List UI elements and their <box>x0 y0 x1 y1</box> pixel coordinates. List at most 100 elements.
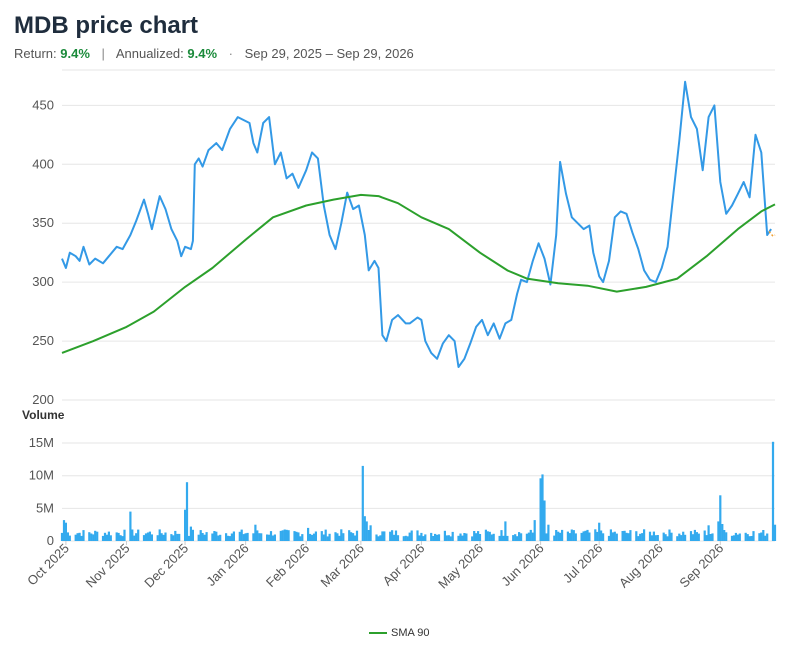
volume-bar <box>334 532 337 541</box>
volume-bar <box>185 482 189 541</box>
volume-bar <box>76 533 79 541</box>
volume-bar <box>361 465 364 541</box>
annualized-value: 9.4% <box>187 46 218 61</box>
volume-bar <box>488 531 491 541</box>
volume-bar <box>293 531 296 541</box>
volume-bar <box>518 532 521 541</box>
volume-bar <box>668 529 671 541</box>
volume-bar <box>187 535 191 541</box>
volume-bar <box>477 531 480 541</box>
volume-bar <box>430 532 433 541</box>
volume-bar <box>609 529 612 541</box>
volume-bar <box>336 533 339 541</box>
volume-bar <box>109 535 112 541</box>
volume-bar <box>557 531 560 541</box>
volume-bar <box>133 535 136 541</box>
volume-bar <box>566 531 569 541</box>
volume-bar <box>379 535 382 541</box>
volume-bar <box>78 532 81 541</box>
volume-bar <box>283 529 286 541</box>
price-tail-line <box>768 231 776 238</box>
volume-bar <box>437 534 441 541</box>
volume-bar <box>629 530 632 541</box>
volume-bar <box>213 531 216 541</box>
volume-bar <box>142 535 146 541</box>
volume-bar <box>580 532 583 541</box>
volume-bar <box>301 534 304 541</box>
volume-bar <box>486 531 489 541</box>
volume-bar <box>721 524 724 541</box>
volume-bar <box>598 522 601 541</box>
volume-bar <box>199 530 202 541</box>
volume-bar <box>607 535 611 541</box>
volume-bar <box>572 530 575 541</box>
volume-bar <box>416 530 419 541</box>
volume-bar <box>641 533 644 541</box>
volume-bar <box>375 534 378 541</box>
volume-bar <box>711 533 714 541</box>
volume-bar <box>461 535 464 541</box>
volume-bar <box>643 529 646 541</box>
volume-bar <box>312 533 316 541</box>
volume-bar <box>273 534 276 541</box>
volume-bar <box>156 535 159 541</box>
volume-bar <box>117 532 120 541</box>
volume-bar <box>424 534 427 541</box>
volume-bar <box>402 536 405 541</box>
volume-bar <box>443 530 446 541</box>
volume-bar <box>512 535 515 541</box>
volume-bar <box>684 534 687 541</box>
volume-bar <box>492 533 495 541</box>
volume-bar <box>393 534 396 541</box>
volume-bar <box>635 531 638 541</box>
volume-bar <box>463 533 466 541</box>
volume-bar <box>418 535 421 541</box>
volume-bar <box>600 530 603 541</box>
volume-bar <box>176 533 179 541</box>
volume-bar <box>760 532 763 541</box>
volume-bar <box>514 534 517 541</box>
volume-bar <box>764 535 767 541</box>
volume-bar <box>736 534 739 541</box>
volume-bar <box>101 535 105 541</box>
volume-bar <box>135 533 138 541</box>
volume-bar <box>271 535 275 541</box>
volume-bar <box>355 530 359 541</box>
return-label: Return: <box>14 46 57 61</box>
volume-bar <box>408 532 411 541</box>
volume-bar <box>625 532 628 541</box>
volume-bar <box>650 535 653 541</box>
volume-bar <box>459 533 462 541</box>
volume-bar <box>623 530 626 541</box>
volume-bar <box>62 520 66 541</box>
volume-bar <box>309 533 312 541</box>
volume-bar <box>758 533 761 541</box>
volume-bar <box>107 531 110 541</box>
volume-bar <box>203 534 206 541</box>
volume-bar <box>377 536 380 541</box>
volume-bar <box>328 533 331 541</box>
volume-bar <box>748 536 751 541</box>
legend[interactable]: SMA 90 <box>369 627 430 639</box>
volume-bar <box>172 535 175 541</box>
volume-bar <box>594 529 597 541</box>
volume-bar <box>500 530 503 541</box>
volume-bar <box>730 535 734 541</box>
volume-bar <box>717 521 720 541</box>
volume-bar <box>260 533 263 541</box>
volume-bar <box>74 534 77 541</box>
volume-bar <box>90 533 93 541</box>
volume-bar <box>529 529 532 541</box>
price-y-tick-label: 450 <box>32 97 54 112</box>
volume-bar <box>244 533 247 541</box>
volume-bar <box>621 531 624 541</box>
price-y-tick-label: 200 <box>32 392 54 407</box>
volume-bar <box>310 534 314 541</box>
volume-bar <box>682 531 685 541</box>
x-tick-label: Mar 2026 <box>318 541 367 590</box>
price-y-tick-label: 350 <box>32 215 54 230</box>
volume-bar <box>652 531 655 541</box>
volume-bar <box>422 536 425 541</box>
volume-bar <box>211 533 214 541</box>
volume-bar <box>103 532 107 541</box>
